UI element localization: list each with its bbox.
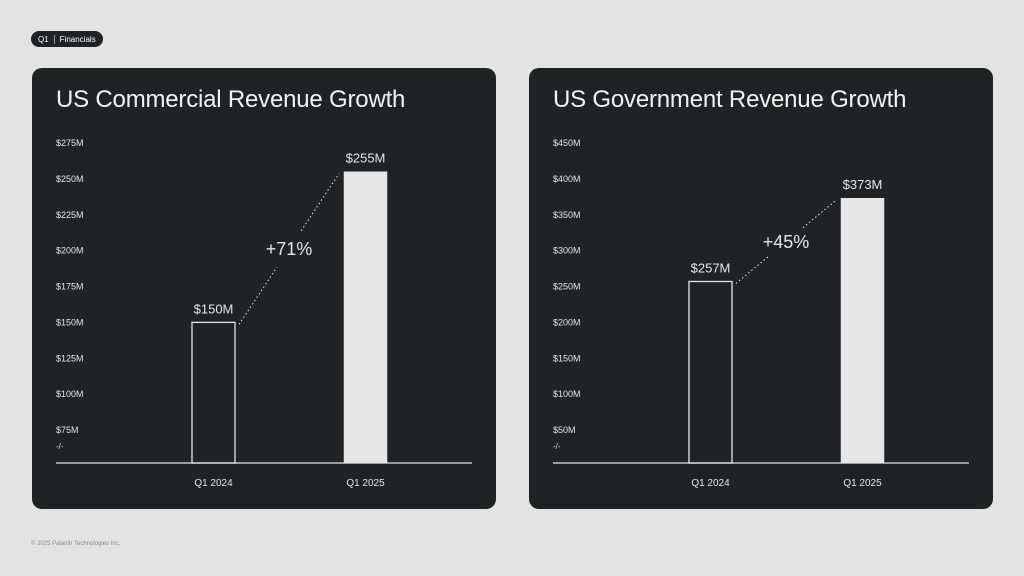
growth-connector — [300, 173, 340, 231]
y-tick-label: $150M — [553, 353, 581, 363]
y-tick-label: $400M — [553, 174, 581, 184]
axis-break-mark: -/- — [553, 442, 561, 451]
x-tick-label: Q1 2025 — [346, 478, 385, 489]
growth-connector — [802, 199, 837, 229]
us-commercial-chart-panel: US Commercial Revenue Growth $75M $100M $1… — [32, 68, 496, 509]
y-tick-label: $175M — [56, 282, 84, 292]
y-tick-label: $75M — [56, 425, 79, 435]
y-tick-label: $350M — [553, 210, 581, 220]
copyright-footer: © 2025 Palantir Technologies Inc. — [31, 541, 121, 547]
y-tick-label: $50M — [553, 425, 576, 435]
y-tick-label: $200M — [56, 246, 84, 256]
y-tick-label: $250M — [553, 282, 581, 292]
y-tick-label: $150M — [56, 317, 84, 327]
data-label: $257M — [691, 260, 731, 275]
x-tick-label: Q1 2024 — [691, 478, 730, 489]
bar — [688, 280, 733, 464]
growth-label: +71% — [266, 239, 313, 259]
y-tick-label: $450M — [553, 138, 581, 148]
growth-connector — [735, 255, 770, 284]
y-tick-label: $300M — [553, 246, 581, 256]
us-government-chart-panel: US Government Revenue Growth $50M $100M $1… — [529, 68, 993, 509]
chart-title: US Commercial Revenue Growth — [56, 86, 406, 113]
growth-connector — [238, 267, 278, 325]
quarter-label: Q1 — [38, 34, 55, 44]
y-tick-label: $100M — [56, 389, 84, 399]
y-tick-label: $275M — [56, 138, 84, 148]
x-tick-label: Q1 2025 — [843, 478, 882, 489]
y-tick-label: $250M — [56, 174, 84, 184]
y-tick-label: $200M — [553, 317, 581, 327]
data-label: $150M — [194, 301, 234, 316]
chart-title: US Government Revenue Growth — [553, 86, 907, 113]
x-tick-label: Q1 2024 — [194, 478, 233, 489]
data-label: $373M — [843, 177, 883, 192]
bar — [343, 171, 388, 464]
growth-label: +45% — [763, 232, 810, 252]
y-tick-label: $125M — [56, 353, 84, 363]
y-tick-label: $225M — [56, 210, 84, 220]
axis-break-mark: -/- — [56, 442, 64, 451]
data-label: $255M — [346, 151, 386, 166]
us-commercial-chart: $75M $100M $125M $150M $175M $200M $225M $250M $… — [56, 138, 472, 489]
bar — [840, 197, 885, 464]
bar — [191, 321, 236, 464]
y-tick-label: $100M — [553, 389, 581, 399]
section-pill: Q1 Financials — [31, 31, 103, 47]
us-government-chart: $50M $100M $150M $200M $250M $300M $350M $400M $… — [553, 138, 969, 489]
section-label: Financials — [59, 34, 96, 44]
